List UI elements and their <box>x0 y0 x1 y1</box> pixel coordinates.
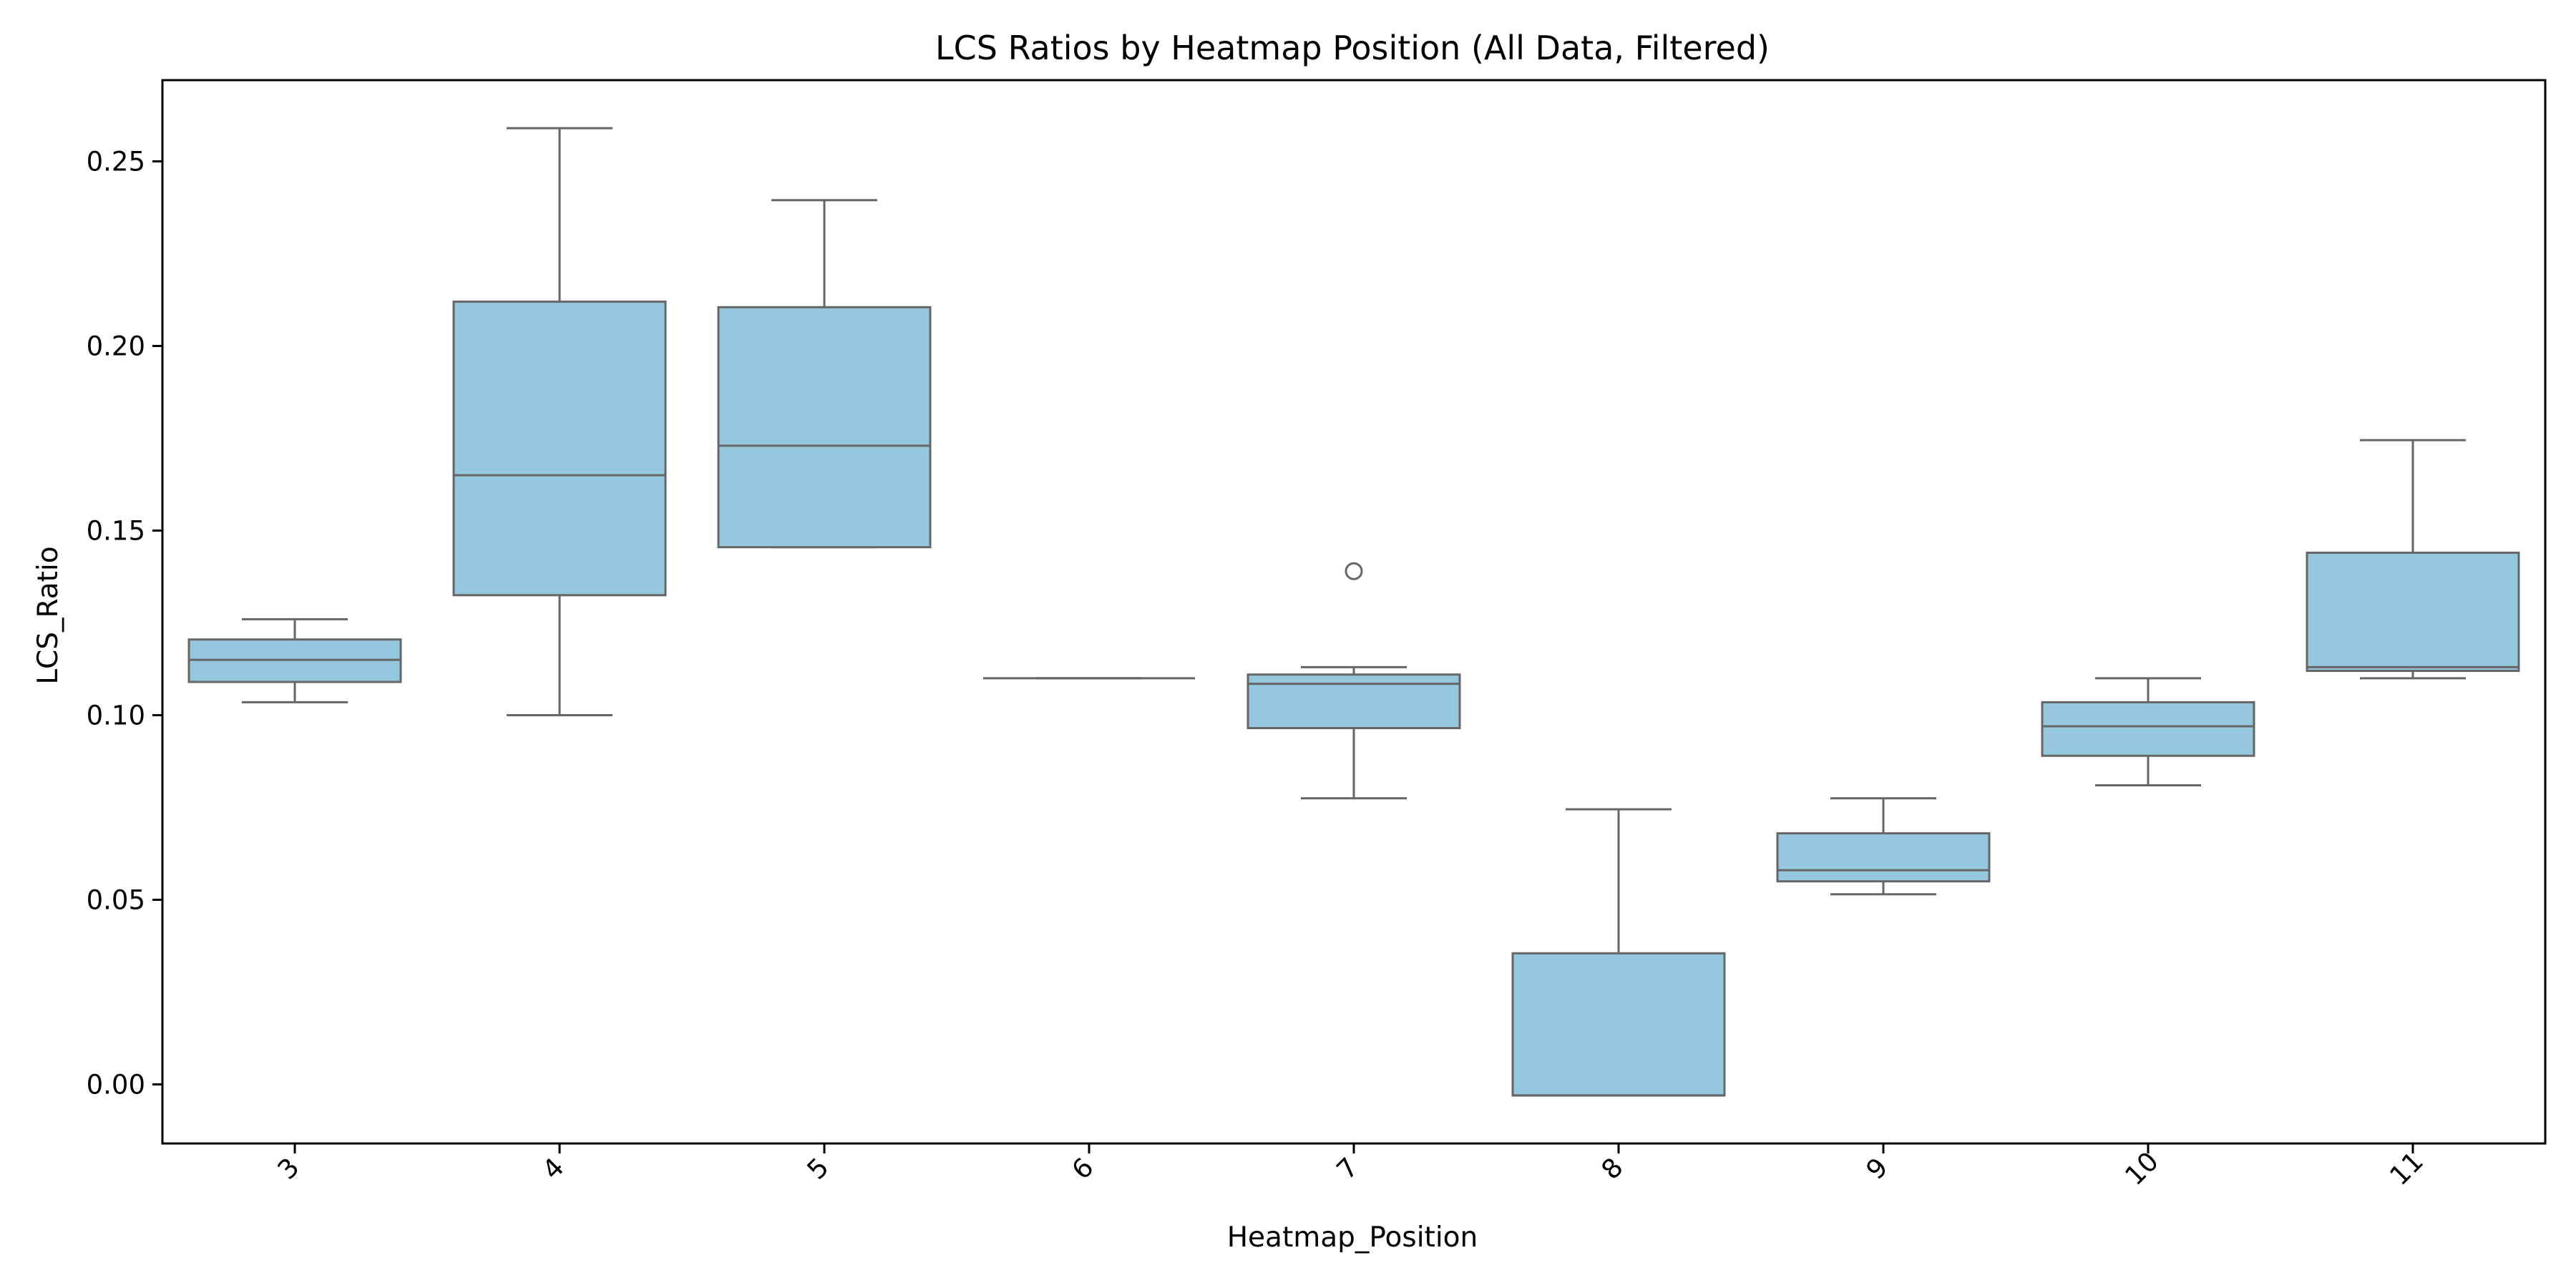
box-group-3 <box>187 618 402 703</box>
box-iqr <box>1246 673 1461 730</box>
x-tick-label: 10 <box>2119 1146 2165 1191</box>
y-tick-label: 0.00 <box>87 1069 145 1100</box>
chart-title: LCS Ratios by Heatmap Position (All Data… <box>935 29 1770 67</box>
x-axis-label: Heatmap_Position <box>1227 1221 1478 1254</box>
x-tick-label: 8 <box>1596 1152 1629 1186</box>
box-group-7 <box>1246 562 1461 800</box>
plot-frame <box>161 79 2547 1145</box>
box-group-10 <box>2041 677 2255 787</box>
box-iqr <box>2306 551 2520 673</box>
y-axis-label: LCS_Ratio <box>32 546 64 684</box>
y-tick-label: 0.10 <box>87 700 145 731</box>
box-iqr <box>1776 832 1991 883</box>
x-tick-label: 9 <box>1860 1152 1894 1186</box>
y-tick-label: 0.15 <box>87 515 145 546</box>
box-group-8 <box>1511 808 1726 1097</box>
x-axis: 3 4 5 6 7 8 9 10 11 <box>272 1143 2429 1191</box>
x-tick-label: 3 <box>272 1152 306 1186</box>
box-group-5 <box>717 199 932 549</box>
box-iqr <box>452 301 667 597</box>
y-tick-label: 0.05 <box>87 884 145 915</box>
x-tick-label: 4 <box>537 1152 570 1186</box>
x-tick-label: 7 <box>1331 1152 1365 1186</box>
y-tick-label: 0.20 <box>87 331 145 362</box>
x-tick-label: 11 <box>2384 1146 2429 1191</box>
x-tick-label: 5 <box>801 1152 835 1186</box>
y-axis: 0.00 0.05 0.10 0.15 0.20 0.25 <box>87 147 162 1100</box>
box-iqr <box>1511 952 1726 1097</box>
box-group-11 <box>2306 439 2520 680</box>
x-tick-label: 6 <box>1066 1152 1100 1186</box>
box-iqr <box>717 306 932 549</box>
outlier-point <box>1345 562 1363 580</box>
box-iqr <box>2041 701 2255 757</box>
box-group-4 <box>452 127 667 716</box>
plot-area <box>187 127 2520 1097</box>
y-tick-label: 0.25 <box>87 147 145 177</box>
box-group-9 <box>1776 797 1991 896</box>
